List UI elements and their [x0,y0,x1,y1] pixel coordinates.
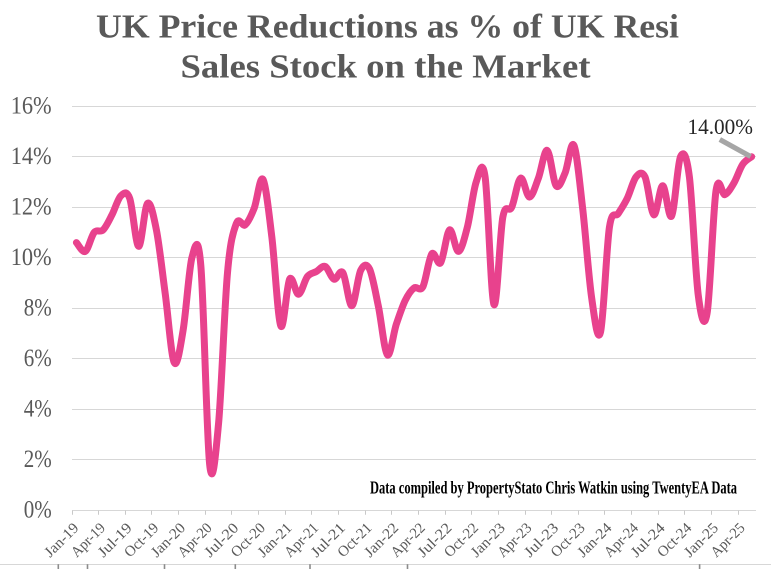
svg-text:10%: 10% [11,242,52,271]
svg-text:2%: 2% [24,444,52,473]
svg-text:4%: 4% [24,394,52,423]
svg-text:16%: 16% [11,91,52,120]
svg-text:Data compiled by PropertyStato: Data compiled by PropertyStato Chris Wat… [370,478,737,498]
svg-text:8%: 8% [24,293,52,322]
svg-text:0%: 0% [24,495,52,524]
svg-text:14%: 14% [11,141,52,170]
svg-text:Sales Stock on the Market: Sales Stock on the Market [181,49,592,86]
svg-text:6%: 6% [24,343,52,372]
svg-text:12%: 12% [11,192,52,221]
svg-text:UK Price Reductions as % of UK: UK Price Reductions as % of UK Resi [96,9,679,46]
svg-text:14.00%: 14.00% [688,115,754,139]
